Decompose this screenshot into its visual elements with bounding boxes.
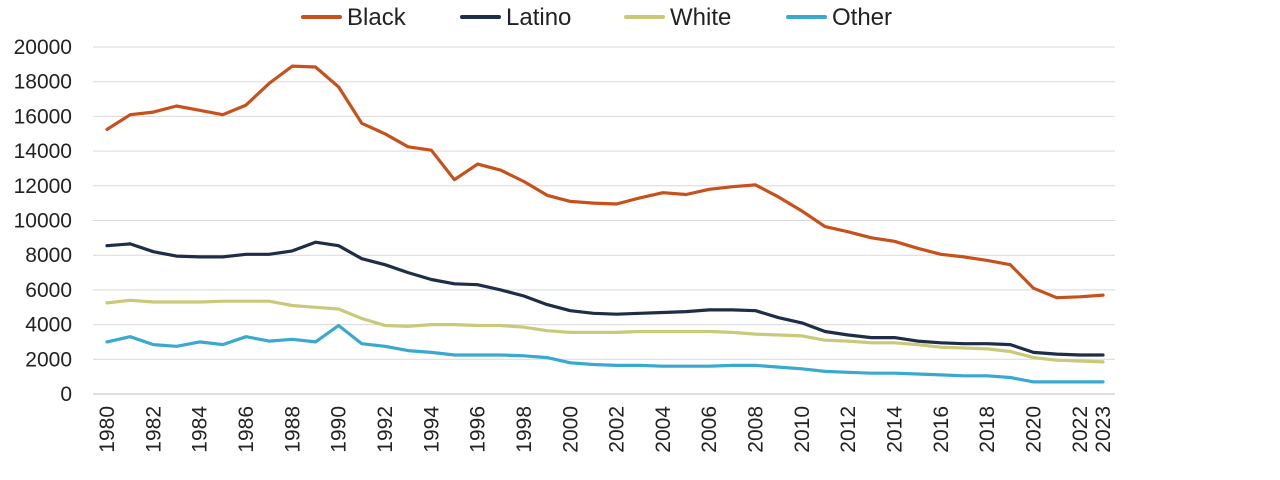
x-tick-label: 1986 bbox=[235, 406, 258, 453]
y-tick-label: 0 bbox=[60, 383, 72, 406]
legend-item-white: White bbox=[624, 4, 731, 31]
legend-item-black: Black bbox=[301, 4, 407, 31]
x-tick-label: 2000 bbox=[559, 406, 582, 453]
x-tick-label: 2008 bbox=[745, 406, 768, 453]
x-tick-label: 2020 bbox=[1023, 406, 1046, 453]
y-axis-tick-labels: 0 2000 4000 6000 8000 10000 12000 14000 16000 180… bbox=[14, 36, 72, 406]
x-tick-label: 2006 bbox=[698, 406, 721, 453]
legend-label: White bbox=[670, 4, 731, 31]
legend-item-other: Other bbox=[786, 4, 892, 31]
y-tick-label: 18000 bbox=[14, 71, 72, 94]
y-tick-label: 16000 bbox=[14, 105, 72, 128]
x-tick-label: 2014 bbox=[884, 406, 907, 453]
x-tick-label: 1994 bbox=[420, 406, 443, 453]
x-tick-label: 2018 bbox=[976, 406, 999, 453]
x-tick-label: 1984 bbox=[189, 406, 212, 453]
y-tick-label: 8000 bbox=[25, 244, 72, 267]
x-tick-label: 1980 bbox=[96, 406, 119, 453]
y-tick-label: 2000 bbox=[25, 348, 72, 371]
y-tick-label: 6000 bbox=[25, 279, 72, 302]
x-tick-label: 1996 bbox=[467, 406, 490, 453]
series-line-other bbox=[105, 323, 1105, 384]
series-line-black bbox=[105, 64, 1105, 300]
y-tick-label: 4000 bbox=[25, 314, 72, 337]
y-tick-label: 12000 bbox=[14, 175, 72, 198]
x-tick-label: 1982 bbox=[142, 406, 165, 453]
x-tick-label: 2016 bbox=[930, 406, 953, 453]
x-tick-label: 2022 bbox=[1069, 406, 1092, 453]
x-tick-label: 1998 bbox=[513, 406, 536, 453]
x-tick-label: 2023 bbox=[1092, 406, 1115, 453]
x-tick-label: 2002 bbox=[606, 406, 629, 453]
series-line-latino bbox=[105, 240, 1105, 357]
series-lines bbox=[105, 64, 1105, 384]
series-line-white bbox=[105, 298, 1105, 364]
y-tick-label: 14000 bbox=[14, 140, 72, 163]
y-tick-label: 20000 bbox=[14, 36, 72, 59]
legend-item-latino: Latino bbox=[460, 4, 571, 31]
x-tick-label: 1992 bbox=[374, 406, 397, 453]
legend-label: Black bbox=[347, 4, 407, 31]
gridlines bbox=[93, 46, 1115, 395]
x-axis-tick-labels: 1980 1982 1984 1986 1988 1990 1992 1994 1996 1998… bbox=[96, 406, 1115, 453]
x-tick-label: 2012 bbox=[837, 406, 860, 453]
legend: Black Latino White Other bbox=[301, 4, 892, 31]
legend-label: Other bbox=[832, 4, 892, 31]
x-tick-label: 2010 bbox=[791, 406, 814, 453]
x-tick-label: 1988 bbox=[281, 406, 304, 453]
x-tick-label: 1990 bbox=[328, 406, 351, 453]
y-tick-label: 10000 bbox=[14, 210, 72, 233]
legend-label: Latino bbox=[506, 4, 571, 31]
x-tick-label: 2004 bbox=[652, 406, 675, 453]
